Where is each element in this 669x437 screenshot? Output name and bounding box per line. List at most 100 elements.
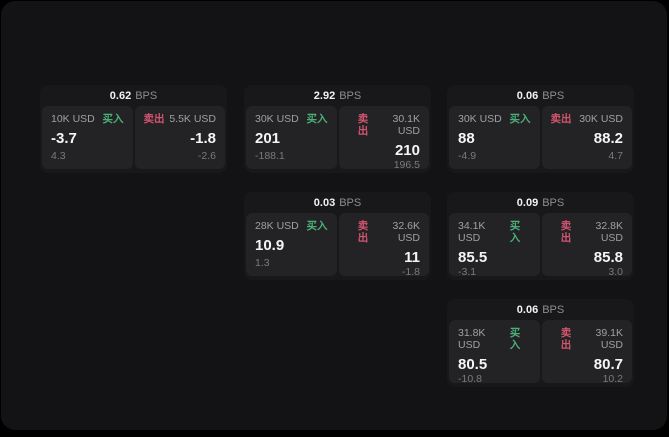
bps-value: 0.03 [313, 197, 336, 209]
sell-panel[interactable]: 卖出 32.6K USD 11 -1.8 [338, 213, 429, 278]
buy-panel[interactable]: 30K USD 买入 201 -188.1 [246, 106, 337, 169]
sell-panel-top: 卖出 32.8K USD [551, 220, 623, 244]
bps-value: 0.62 [109, 90, 132, 102]
sell-delta: 4.7 [608, 150, 623, 162]
buy-price: -3.7 [51, 130, 77, 147]
bps-value: 0.06 [516, 90, 539, 102]
bps-suffix-label: BPS [339, 197, 362, 209]
buy-panel-top: 28K USD 买入 [255, 220, 328, 232]
buy-size-label: 10K USD [51, 113, 95, 125]
buy-panel[interactable]: 30K USD 买入 88 -4.9 [449, 106, 540, 169]
sell-panel[interactable]: 卖出 30K USD 88.2 4.7 [541, 106, 632, 169]
buy-panel[interactable]: 28K USD 买入 10.9 1.3 [246, 213, 337, 276]
buy-price: 201 [255, 130, 281, 147]
buy-price: 10.9 [255, 237, 285, 254]
bps-value: 0.06 [516, 304, 539, 316]
sell-panel[interactable]: 卖出 5.5K USD -1.8 -2.6 [134, 106, 225, 169]
buy-panel[interactable]: 31.8K USD 买入 80.5 -10.8 [449, 320, 540, 385]
sell-price: -1.8 [190, 130, 216, 147]
panels-row: 30K USD 买入 88 -4.9 卖出 30K USD 88.2 4.7 [447, 104, 634, 171]
sell-side-label: 卖出 [550, 113, 572, 125]
buy-side-label: 买入 [102, 113, 124, 125]
buy-side-label: 买入 [306, 220, 328, 232]
sell-side-label: 卖出 [357, 220, 369, 244]
buy-panel[interactable]: 34.1K USD 买入 85.5 -3.1 [449, 213, 540, 278]
buy-panel[interactable]: 10K USD 买入 -3.7 4.3 [42, 106, 133, 169]
sell-side-label: 卖出 [560, 220, 572, 244]
buy-size-label: 30K USD [255, 113, 299, 125]
quote-card: 2.92 BPS 30K USD 买入 201 -188.1 卖出 30.1K … [244, 85, 431, 173]
quote-card: 0.09 BPS 34.1K USD 买入 85.5 -3.1 卖出 32.8K… [447, 192, 634, 280]
buy-panel-top: 34.1K USD 买入 [458, 220, 531, 244]
bps-value: 0.09 [516, 197, 539, 209]
panels-row: 10K USD 买入 -3.7 4.3 卖出 5.5K USD -1.8 -2.… [40, 104, 227, 171]
bps-suffix-label: BPS [339, 90, 362, 102]
panels-row: 34.1K USD 买入 85.5 -3.1 卖出 32.8K USD 85.8… [447, 211, 634, 278]
buy-panel-top: 30K USD 买入 [255, 113, 328, 125]
bps-suffix-label: BPS [542, 90, 565, 102]
sell-size-label: 32.8K USD [595, 220, 623, 244]
buy-price: 88 [458, 130, 475, 147]
card-header: 0.62 BPS [40, 85, 227, 104]
card-header: 0.09 BPS [447, 192, 634, 211]
sell-size-label: 32.6K USD [392, 220, 420, 244]
buy-delta: 1.3 [255, 257, 270, 269]
bps-value: 2.92 [313, 90, 336, 102]
sell-side-label: 卖出 [357, 113, 369, 137]
panels-row: 31.8K USD 买入 80.5 -10.8 卖出 39.1K USD 80.… [447, 318, 634, 385]
sell-delta: 3.0 [608, 266, 623, 278]
buy-panel-top: 31.8K USD 买入 [458, 327, 531, 351]
trading-quotes-screen: 0.62 BPS 10K USD 买入 -3.7 4.3 卖出 5.5K USD… [1, 1, 667, 430]
quote-card: 0.03 BPS 28K USD 买入 10.9 1.3 卖出 32.6K US… [244, 192, 431, 280]
sell-price: 85.8 [593, 249, 623, 266]
quote-card: 0.06 BPS 30K USD 买入 88 -4.9 卖出 30K USD 8… [447, 85, 634, 173]
buy-panel-top: 30K USD 买入 [458, 113, 531, 125]
buy-delta: -3.1 [458, 266, 477, 278]
sell-panel[interactable]: 卖出 32.8K USD 85.8 3.0 [541, 213, 632, 278]
sell-size-label: 30.1K USD [392, 113, 420, 137]
buy-size-label: 28K USD [255, 220, 299, 232]
card-header: 0.03 BPS [244, 192, 431, 211]
sell-price: 80.7 [593, 356, 623, 373]
panels-row: 28K USD 买入 10.9 1.3 卖出 32.6K USD 11 -1.8 [244, 211, 431, 278]
sell-price: 88.2 [593, 130, 623, 147]
buy-size-label: 30K USD [458, 113, 502, 125]
sell-side-label: 卖出 [143, 113, 165, 125]
sell-panel-top: 卖出 30.1K USD [348, 113, 420, 137]
sell-panel-top: 卖出 30K USD [551, 113, 624, 125]
buy-price: 85.5 [458, 249, 488, 266]
buy-side-label: 买入 [509, 220, 521, 244]
sell-price: 210 [394, 142, 420, 159]
buy-delta: -10.8 [458, 373, 482, 385]
buy-side-label: 买入 [306, 113, 328, 125]
buy-size-label: 31.8K USD [458, 327, 486, 351]
sell-delta: 196.5 [393, 159, 420, 171]
sell-size-label: 39.1K USD [595, 327, 623, 351]
sell-panel-top: 卖出 32.6K USD [348, 220, 420, 244]
sell-panel[interactable]: 卖出 30.1K USD 210 196.5 [338, 106, 429, 171]
buy-side-label: 买入 [509, 113, 531, 125]
quote-card: 0.62 BPS 10K USD 买入 -3.7 4.3 卖出 5.5K USD… [40, 85, 227, 173]
quote-card: 0.06 BPS 31.8K USD 买入 80.5 -10.8 卖出 39.1… [447, 299, 634, 387]
card-header: 2.92 BPS [244, 85, 431, 104]
sell-size-label: 30K USD [579, 113, 623, 125]
buy-delta: 4.3 [51, 150, 66, 162]
sell-panel-top: 卖出 5.5K USD [144, 113, 217, 125]
sell-delta: -2.6 [197, 150, 216, 162]
sell-delta: 10.2 [602, 373, 623, 385]
sell-side-label: 卖出 [560, 327, 572, 351]
bps-suffix-label: BPS [135, 90, 158, 102]
buy-delta: -4.9 [458, 150, 477, 162]
panels-row: 30K USD 买入 201 -188.1 卖出 30.1K USD 210 1… [244, 104, 431, 171]
buy-price: 80.5 [458, 356, 488, 373]
buy-panel-top: 10K USD 买入 [51, 113, 124, 125]
bps-suffix-label: BPS [542, 304, 565, 316]
sell-size-label: 5.5K USD [169, 113, 216, 125]
sell-delta: -1.8 [401, 266, 420, 278]
card-header: 0.06 BPS [447, 85, 634, 104]
buy-side-label: 买入 [509, 327, 521, 351]
buy-delta: -188.1 [255, 150, 285, 162]
bps-suffix-label: BPS [542, 197, 565, 209]
sell-panel-top: 卖出 39.1K USD [551, 327, 623, 351]
sell-panel[interactable]: 卖出 39.1K USD 80.7 10.2 [541, 320, 632, 385]
